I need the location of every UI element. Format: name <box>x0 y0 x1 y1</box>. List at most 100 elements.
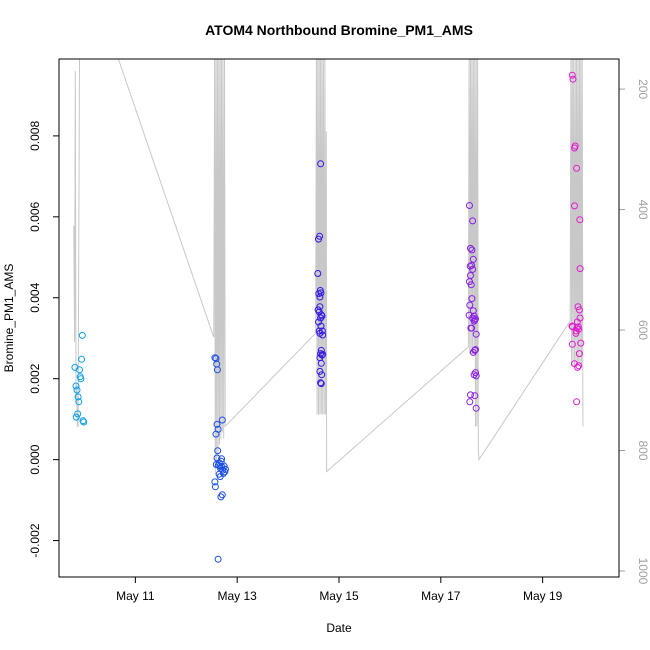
data-point <box>573 164 581 172</box>
data-point <box>467 391 474 399</box>
y-tick-label: 0.000 <box>28 444 42 474</box>
data-point <box>216 473 224 481</box>
data-point <box>78 355 86 363</box>
secondary-line-layer <box>73 59 584 475</box>
data-point <box>574 303 582 311</box>
data-point <box>77 375 85 383</box>
x-tick-label: May 19 <box>523 589 563 603</box>
data-point <box>468 324 476 332</box>
y2-tick-label: 800 <box>636 440 650 460</box>
data-point <box>472 346 479 354</box>
plot-frame <box>58 58 620 578</box>
data-point <box>467 272 474 279</box>
data-point <box>80 418 88 426</box>
data-point <box>214 425 222 433</box>
data-point <box>316 303 324 311</box>
y-axis-label: Bromine_PM1_AMS <box>2 264 16 373</box>
data-point <box>213 420 221 428</box>
x-tick-label: May 13 <box>218 589 258 603</box>
data-point <box>317 314 325 322</box>
data-point <box>467 281 475 289</box>
y-tick-label: 0.002 <box>28 363 42 393</box>
data-point <box>571 142 579 150</box>
data-point <box>574 323 582 331</box>
data-point <box>316 367 324 375</box>
data-point <box>468 246 476 254</box>
data-point <box>572 327 580 335</box>
data-point <box>568 71 576 79</box>
points-layer <box>71 71 585 563</box>
axes-layer: May 11 May 13 May 15 May 17 May 19 -0.002 0.00… <box>28 79 650 603</box>
data-point <box>317 311 325 319</box>
data-point <box>219 466 227 474</box>
data-point <box>318 312 326 320</box>
data-point <box>569 75 577 83</box>
data-point <box>74 393 82 401</box>
data-point <box>218 455 226 463</box>
data-point <box>573 398 581 406</box>
data-point <box>211 354 219 362</box>
data-point <box>471 316 479 324</box>
y-tick-label: -0.002 <box>28 523 42 557</box>
data-point <box>568 340 576 348</box>
y-tick-label: 0.004 <box>28 282 42 312</box>
secondary-line <box>73 59 584 475</box>
data-point <box>317 322 325 330</box>
data-point <box>213 366 221 374</box>
data-point <box>73 386 81 394</box>
data-point <box>472 369 479 377</box>
data-point <box>317 289 325 297</box>
data-point <box>211 478 219 486</box>
data-point <box>78 331 86 339</box>
data-point <box>466 301 474 309</box>
data-point <box>214 555 222 563</box>
x-tick-label: May 17 <box>421 589 461 603</box>
data-point <box>472 372 480 380</box>
x-axis-label: Date <box>326 621 352 635</box>
x-tick-label: May 15 <box>319 589 359 603</box>
data-point <box>574 363 582 371</box>
data-point <box>211 483 219 491</box>
y2-tick-label: 600 <box>636 320 650 340</box>
chart-title: ATOM4 Northbound Bromine_PM1_AMS <box>205 22 473 38</box>
data-point <box>316 293 324 301</box>
data-point <box>316 232 324 240</box>
data-point <box>468 261 476 269</box>
y2-tick-label: 400 <box>636 200 650 220</box>
data-point <box>469 217 477 225</box>
data-point <box>75 398 83 406</box>
data-point <box>79 417 87 425</box>
data-point <box>573 324 581 332</box>
data-point <box>577 339 585 347</box>
data-point <box>72 413 80 421</box>
y2-tick-label: 1000 <box>636 558 650 585</box>
data-point <box>318 327 326 335</box>
data-point <box>472 330 480 338</box>
data-point <box>575 350 583 358</box>
data-point <box>470 317 478 325</box>
data-point <box>317 346 325 354</box>
data-point <box>317 359 325 367</box>
data-point <box>572 329 580 337</box>
data-point <box>74 410 82 418</box>
data-point <box>314 270 322 277</box>
data-point <box>218 491 226 499</box>
data-point <box>471 392 479 400</box>
data-point <box>317 160 325 168</box>
data-point <box>319 331 327 339</box>
data-point <box>469 314 477 322</box>
data-point <box>214 447 222 455</box>
data-point <box>469 255 477 263</box>
y2-tick-label: 200 <box>636 79 650 99</box>
data-point <box>222 465 229 473</box>
data-point <box>466 398 474 406</box>
data-point <box>575 306 583 314</box>
y-tick-label: 0.006 <box>28 201 42 231</box>
data-point <box>317 379 325 387</box>
data-point <box>469 265 477 273</box>
data-point <box>575 362 583 370</box>
data-point <box>468 295 476 303</box>
y-tick-label: 0.008 <box>28 121 42 151</box>
data-point <box>318 371 326 379</box>
data-point <box>472 404 480 412</box>
